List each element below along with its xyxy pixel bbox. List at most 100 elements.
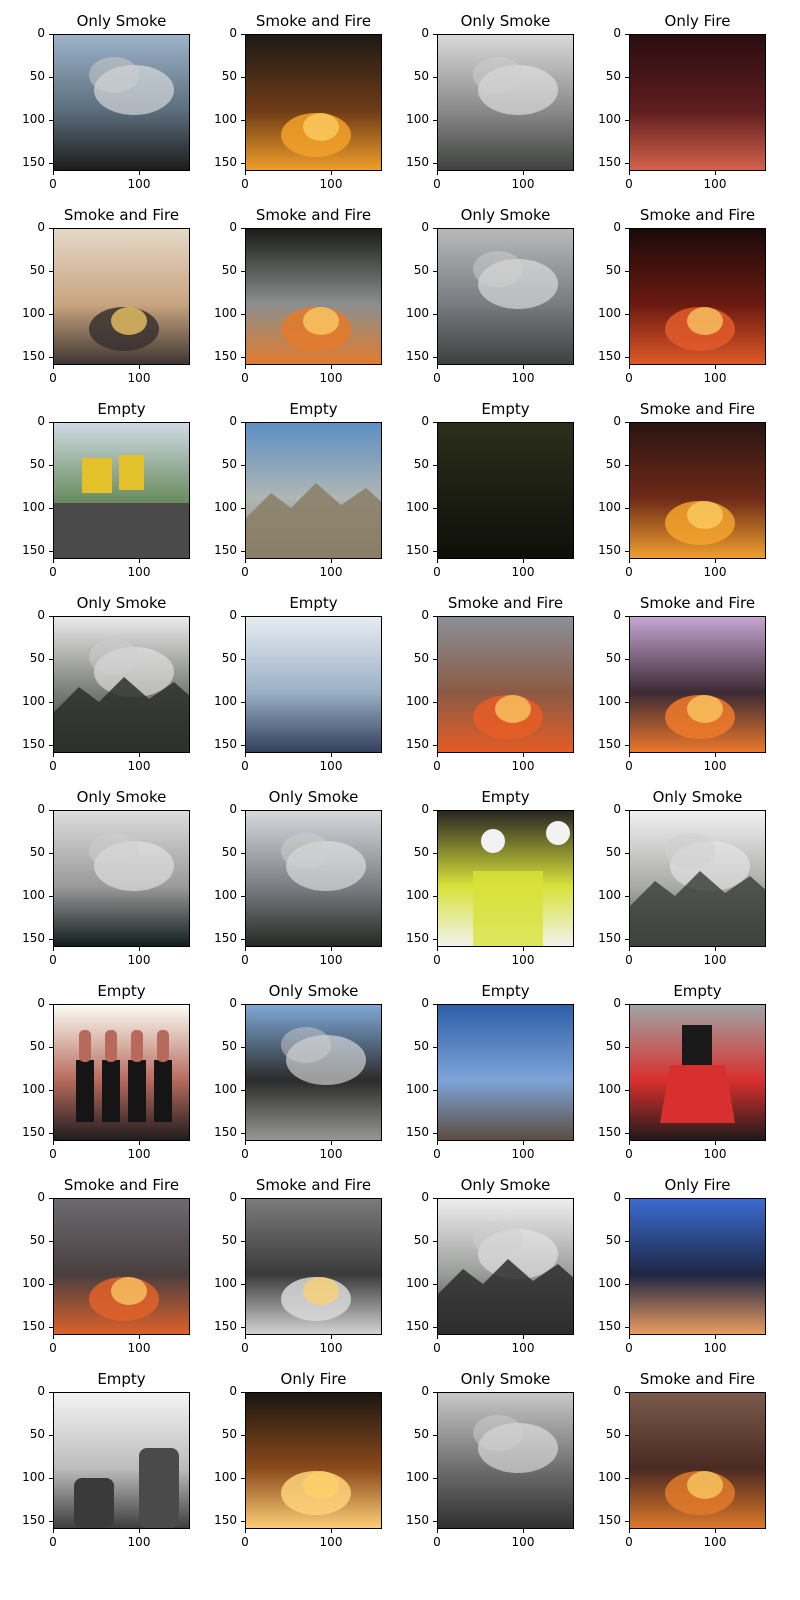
y-tick [625, 163, 629, 164]
y-tick [433, 1392, 437, 1393]
y-tick-label: 0 [421, 802, 429, 816]
panel-title: Empty [97, 1370, 146, 1388]
panel-title: Smoke and Fire [639, 594, 756, 612]
panel-image [245, 810, 382, 947]
y-tick-label: 0 [229, 802, 237, 816]
panel-title: Only Smoke [460, 12, 551, 30]
y-tick-label: 150 [22, 155, 45, 169]
y-tick [433, 1241, 437, 1242]
x-tick [437, 1529, 438, 1533]
panel-title: Empty [97, 982, 146, 1000]
y-tick-label: 100 [406, 112, 429, 126]
y-tick-label: 100 [406, 1470, 429, 1484]
y-tick [49, 745, 53, 746]
y-tick [433, 228, 437, 229]
y-tick [241, 422, 245, 423]
x-tick-label: 100 [511, 1147, 535, 1161]
x-tick-label: 100 [511, 1535, 535, 1549]
y-tick-label: 50 [605, 263, 621, 277]
y-tick [241, 616, 245, 617]
y-tick [49, 1478, 53, 1479]
panel-image [629, 34, 766, 171]
y-tick [241, 508, 245, 509]
y-tick [241, 1435, 245, 1436]
y-tick [625, 1090, 629, 1091]
y-tick-label: 0 [37, 1384, 45, 1398]
panel-image [629, 810, 766, 947]
y-tick-label: 0 [421, 1190, 429, 1204]
x-tick-label: 100 [511, 953, 535, 967]
y-tick-label: 150 [22, 1319, 45, 1333]
x-tick [53, 947, 54, 951]
y-tick-label: 100 [406, 888, 429, 902]
panel-title: Only Smoke [268, 788, 359, 806]
x-tick-label: 100 [127, 565, 151, 579]
y-tick-label: 100 [598, 888, 621, 902]
x-tick-label: 100 [319, 565, 343, 579]
y-tick [49, 810, 53, 811]
y-tick [625, 228, 629, 229]
y-tick-label: 150 [598, 737, 621, 751]
y-tick-label: 150 [406, 1319, 429, 1333]
y-tick-label: 100 [22, 888, 45, 902]
y-tick [241, 853, 245, 854]
y-tick-label: 50 [29, 651, 45, 665]
x-tick-label: 0 [433, 759, 441, 773]
panel-title: Only Smoke [460, 206, 551, 224]
y-tick-label: 0 [421, 220, 429, 234]
panel-title: Only Smoke [76, 12, 167, 30]
y-tick [241, 810, 245, 811]
y-tick-label: 100 [598, 694, 621, 708]
panel-title: Only Smoke [76, 594, 167, 612]
x-tick-label: 0 [241, 1341, 249, 1355]
y-tick-label: 100 [598, 112, 621, 126]
panel-image [629, 1392, 766, 1529]
y-tick-label: 100 [214, 306, 237, 320]
y-tick [241, 314, 245, 315]
panel-title: Smoke and Fire [63, 206, 180, 224]
y-tick [433, 853, 437, 854]
panel-image [53, 1004, 190, 1141]
y-tick [433, 314, 437, 315]
y-tick [49, 314, 53, 315]
panel-title: Only Fire [664, 12, 731, 30]
y-tick [625, 314, 629, 315]
y-tick-label: 150 [406, 543, 429, 557]
y-tick [241, 1327, 245, 1328]
y-tick-label: 0 [421, 414, 429, 428]
x-tick [139, 753, 140, 757]
y-tick [433, 745, 437, 746]
y-tick [433, 616, 437, 617]
y-tick [625, 702, 629, 703]
y-tick-label: 0 [229, 26, 237, 40]
x-tick-label: 100 [703, 177, 727, 191]
y-tick [49, 465, 53, 466]
panel-image [629, 228, 766, 365]
x-tick-label: 0 [433, 1147, 441, 1161]
y-tick [241, 1241, 245, 1242]
y-tick-label: 150 [598, 543, 621, 557]
x-tick-label: 100 [127, 1341, 151, 1355]
y-tick-label: 50 [29, 845, 45, 859]
y-tick [241, 1004, 245, 1005]
y-tick [625, 422, 629, 423]
y-tick [241, 939, 245, 940]
x-tick [715, 171, 716, 175]
y-tick-label: 100 [214, 694, 237, 708]
y-tick [625, 745, 629, 746]
y-tick [241, 659, 245, 660]
y-tick-label: 100 [406, 500, 429, 514]
panel-title: Empty [97, 400, 146, 418]
y-tick [433, 896, 437, 897]
x-tick-label: 100 [127, 1535, 151, 1549]
panel-title: Empty [289, 594, 338, 612]
y-tick [49, 1327, 53, 1328]
x-tick [245, 171, 246, 175]
x-tick-label: 0 [433, 371, 441, 385]
y-tick [625, 939, 629, 940]
y-tick [433, 77, 437, 78]
y-tick [241, 1047, 245, 1048]
panel-title: Only Smoke [652, 788, 743, 806]
y-tick [625, 853, 629, 854]
